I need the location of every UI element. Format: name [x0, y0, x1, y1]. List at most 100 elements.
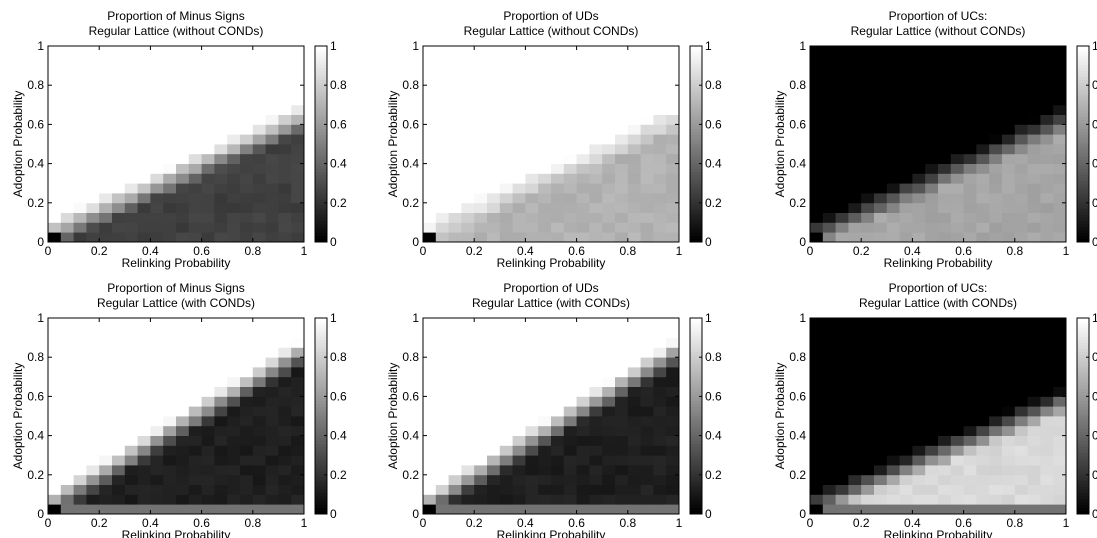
heatmap-cell — [163, 327, 177, 338]
y-tick-label: 0.8 — [27, 78, 44, 92]
heatmap-cell — [423, 202, 437, 213]
heatmap-cell — [461, 193, 475, 204]
heatmap-cell — [640, 494, 654, 505]
colorbar-swatch — [1077, 208, 1089, 212]
heatmap-cell — [291, 46, 305, 57]
heatmap-cell — [615, 193, 629, 204]
heatmap-cell — [563, 327, 577, 338]
heatmap-cell — [499, 367, 513, 378]
heatmap-cell — [963, 95, 977, 106]
heatmap-cell — [525, 406, 539, 417]
heatmap-cell — [848, 484, 862, 495]
heatmap-cell — [810, 95, 824, 106]
heatmap-cell — [227, 376, 241, 387]
heatmap-cell — [886, 46, 900, 57]
colorbar-swatch — [1077, 458, 1089, 463]
heatmap-cell — [563, 212, 577, 223]
colorbar-swatch — [690, 177, 702, 182]
heatmap-cell — [60, 367, 74, 378]
heatmap-cell — [653, 416, 667, 427]
heatmap-cell — [435, 337, 449, 348]
heatmap-cell — [60, 494, 74, 505]
heatmap-cell — [963, 318, 977, 329]
colorbar-frame — [1076, 317, 1090, 515]
heatmap-cell — [551, 386, 565, 397]
heatmap-cell — [112, 406, 126, 417]
heatmap-cell — [653, 435, 667, 446]
heatmap-cell — [499, 357, 513, 368]
heatmap-cell — [150, 406, 164, 417]
heatmap-cell — [912, 318, 926, 329]
heatmap-cell — [576, 75, 590, 86]
heatmap-cell — [835, 455, 849, 466]
heatmap-cell — [627, 504, 641, 515]
x-tick-label: 0 — [45, 516, 52, 530]
heatmap-cell — [822, 504, 836, 515]
heatmap-cell — [240, 425, 254, 436]
heatmap-cell — [822, 484, 836, 495]
heatmap-cell — [73, 75, 87, 86]
colorbar-swatch — [1077, 165, 1089, 169]
heatmap-cell — [1053, 318, 1067, 329]
heatmap-cell — [1002, 95, 1016, 106]
colorbar-swatch — [315, 98, 327, 102]
heatmap-cell — [201, 425, 215, 436]
heatmap-cell — [989, 114, 1003, 125]
heatmap-cell — [150, 65, 164, 76]
heatmap-cell — [448, 153, 462, 164]
heatmap-cell — [989, 124, 1003, 135]
heatmap-cell — [124, 193, 138, 204]
colorbar-swatch — [1077, 507, 1089, 512]
heatmap-cell — [925, 327, 939, 338]
heatmap-cell — [989, 347, 1003, 358]
colorbar-swatch — [1077, 336, 1089, 340]
heatmap-cell — [60, 55, 74, 66]
heatmap-cell — [227, 347, 241, 358]
colorbar-swatch — [1077, 171, 1089, 176]
colorbar-swatch — [315, 79, 327, 84]
heatmap-cell — [86, 173, 100, 184]
heatmap-cell — [525, 124, 539, 135]
heatmap-cell — [538, 183, 552, 194]
colorbar-swatch — [315, 61, 327, 65]
heatmap-cell — [86, 367, 100, 378]
heatmap-cell — [448, 327, 462, 338]
heatmap-cell — [112, 95, 126, 106]
heatmap-cell — [525, 114, 539, 125]
heatmap-cell — [227, 55, 241, 66]
heatmap-cell — [861, 357, 875, 368]
colorbar-swatch — [1077, 52, 1089, 56]
heatmap-cell — [976, 114, 990, 125]
heatmap-cell — [163, 494, 177, 505]
heatmap-cell — [963, 396, 977, 407]
heatmap-cell — [150, 75, 164, 86]
heatmap-cell — [188, 232, 202, 243]
heatmap-cell — [291, 504, 305, 515]
heatmap-cell — [653, 124, 667, 135]
heatmap-cell — [201, 193, 215, 204]
heatmap-cell — [810, 193, 824, 204]
heatmap-cell — [60, 357, 74, 368]
heatmap-cell — [137, 222, 151, 233]
heatmap-cell — [615, 124, 629, 135]
heatmap-cell — [487, 75, 501, 86]
heatmap-cell — [589, 104, 603, 115]
heatmap-cell — [240, 484, 254, 495]
heatmap-cell — [137, 55, 151, 66]
heatmap-cell — [474, 46, 488, 57]
heatmap-cell — [512, 46, 526, 57]
heatmap-cell — [963, 406, 977, 417]
heatmap-cell — [201, 46, 215, 57]
heatmap-cell — [201, 376, 215, 387]
heatmap-cell — [124, 318, 138, 329]
heatmap-cell — [538, 202, 552, 213]
heatmap-cell — [1040, 347, 1054, 358]
heatmap-cell — [124, 232, 138, 243]
heatmap-cell — [265, 202, 279, 213]
heatmap-cell — [525, 173, 539, 184]
heatmap-cell — [423, 134, 437, 145]
heatmap-cell — [474, 114, 488, 125]
heatmap-cell — [252, 104, 266, 115]
colorbar-swatch — [690, 119, 702, 123]
heatmap-cell — [576, 46, 590, 57]
